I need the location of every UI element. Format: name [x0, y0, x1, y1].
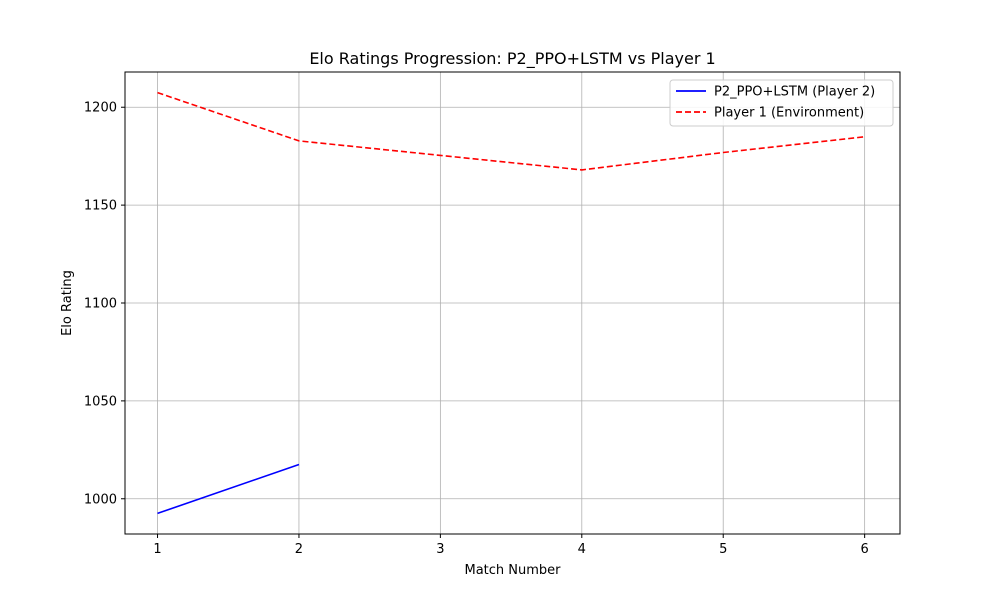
legend-label-p2: P2_PPO+LSTM (Player 2)	[714, 85, 875, 100]
y-tick-label: 1000	[84, 492, 117, 507]
y-tick-label: 1050	[84, 394, 117, 409]
y-tick-label: 1100	[84, 297, 117, 312]
y-tick-label: 1200	[84, 101, 117, 116]
legend: P2_PPO+LSTM (Player 2) Player 1 (Environ…	[669, 79, 894, 127]
grid	[125, 72, 900, 534]
x-tick-label: 4	[578, 542, 586, 557]
x-axis: 1 2 3 4 5 6	[153, 534, 869, 557]
x-tick-label: 5	[719, 542, 727, 557]
x-axis-title: Match Number	[464, 563, 561, 578]
chart-title: Elo Ratings Progression: P2_PPO+LSTM vs …	[309, 49, 715, 69]
y-axis: 1000 1050 1100 1150 1200	[84, 101, 125, 507]
legend-label-p1: Player 1 (Environment)	[714, 106, 864, 121]
y-tick-label: 1150	[84, 199, 117, 214]
legend-box	[669, 79, 894, 127]
x-tick-label: 1	[153, 542, 161, 557]
x-tick-label: 6	[861, 542, 869, 557]
series-layer	[157, 91, 865, 515]
series-line-player-1	[157, 91, 865, 171]
series-line-p2-ppo-lstm	[157, 463, 300, 515]
y-axis-title: Elo Rating	[60, 270, 75, 336]
x-tick-label: 3	[436, 542, 444, 557]
x-tick-label: 2	[295, 542, 303, 557]
